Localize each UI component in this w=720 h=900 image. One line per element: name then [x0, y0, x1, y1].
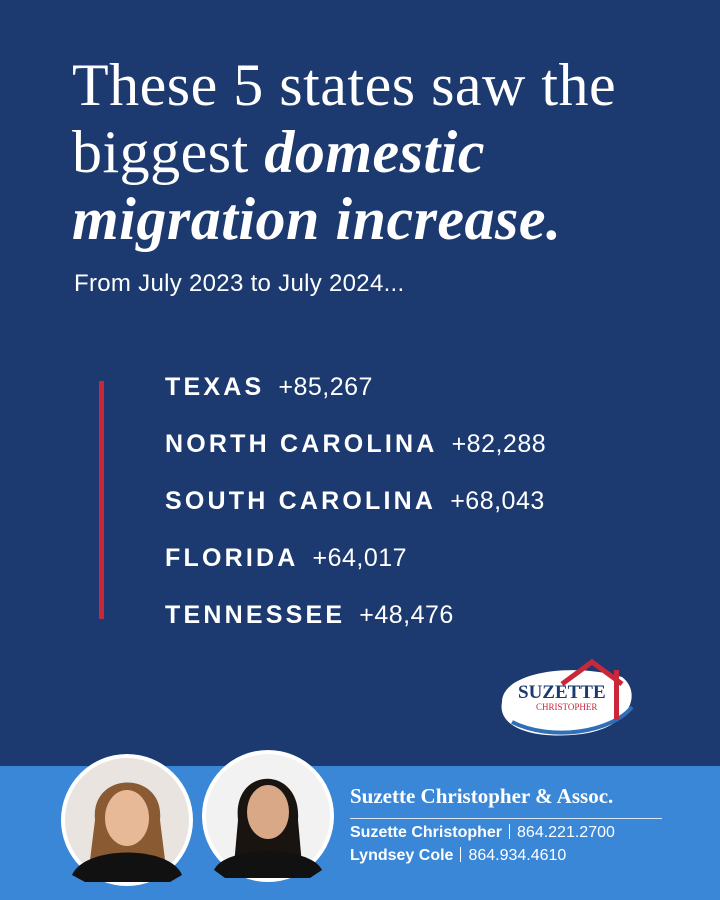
- accent-rule: [99, 381, 104, 619]
- contact-name: Lyndsey Cole: [350, 847, 454, 864]
- headline-emphasis: domestic: [264, 119, 485, 185]
- logo-swoosh: [511, 705, 634, 735]
- state-change: +82,288: [451, 430, 547, 458]
- photo-face: [247, 785, 289, 839]
- contact-phone: 864.221.2700: [517, 824, 615, 841]
- headline-text: biggest: [72, 119, 249, 185]
- state-change: +85,267: [278, 373, 373, 401]
- separator: [460, 847, 462, 862]
- contact-name: Suzette Christopher: [350, 824, 503, 841]
- logo-roof: [560, 658, 624, 687]
- contact-phone: 864.934.4610: [468, 847, 567, 864]
- logo-text: CHRISTOPHER: [536, 702, 597, 712]
- separator: [509, 824, 511, 839]
- state-row: SOUTH CAROLINA +68,043: [165, 481, 546, 538]
- state-change: +48,476: [359, 601, 454, 629]
- logo: SUZETTE CHRISTOPHER: [501, 658, 634, 736]
- headline-line: These 5 states saw the: [72, 52, 617, 118]
- photo-body: [214, 851, 322, 878]
- headline-line: biggest domestic: [72, 119, 616, 186]
- company-name: Suzette Christopher & Assoc.: [350, 784, 614, 808]
- state-change: +68,043: [450, 487, 545, 515]
- state-name: NORTH CAROLINA: [165, 430, 438, 458]
- state-name: SOUTH CAROLINA: [165, 487, 437, 515]
- state-row: FLORIDA +64,017: [165, 538, 546, 595]
- state-name: TENNESSEE: [165, 601, 346, 629]
- logo-post: [614, 670, 619, 720]
- divider: [350, 818, 662, 819]
- state-change: +64,017: [312, 544, 408, 572]
- state-row: TEXAS +85,267: [165, 367, 546, 424]
- state-name: FLORIDA: [165, 544, 299, 572]
- headline: These 5 states saw the biggest domestic …: [72, 52, 616, 253]
- photo-body: [72, 852, 182, 882]
- subtitle: From July 2023 to July 2024...: [74, 270, 405, 297]
- state-row: TENNESSEE +48,476: [165, 595, 546, 652]
- headline-emphasis: migration increase.: [72, 186, 562, 252]
- contact-row: Lyndsey Cole 864.934.4610: [350, 847, 566, 865]
- contact-row: Suzette Christopher 864.221.2700: [350, 824, 615, 842]
- state-row: NORTH CAROLINA +82,288: [165, 424, 546, 481]
- logo-text: SUZETTE: [518, 682, 606, 703]
- state-name: TEXAS: [165, 373, 265, 401]
- logo-badge: [501, 670, 632, 736]
- state-list: TEXAS +85,267 NORTH CAROLINA +82,288 SOUTH C…: [165, 367, 546, 652]
- photos: [61, 750, 334, 886]
- photo-face: [105, 790, 149, 846]
